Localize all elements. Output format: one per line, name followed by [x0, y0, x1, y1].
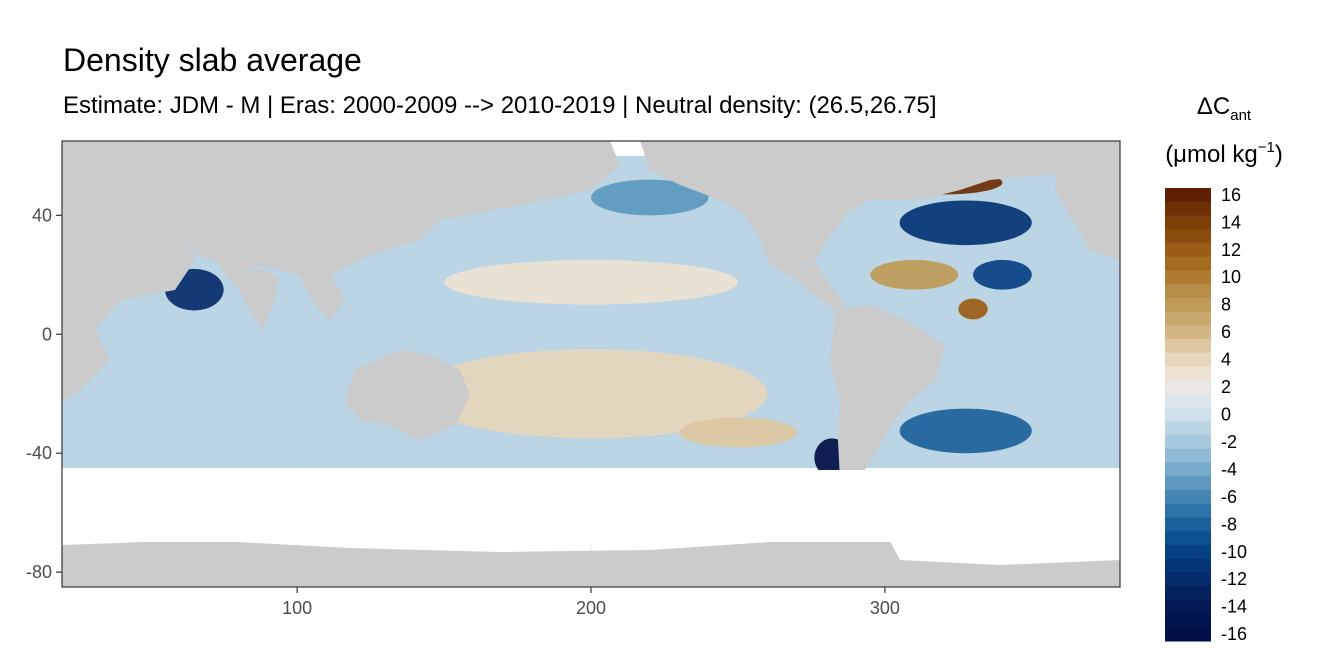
legend-tick-label: 2 [1221, 377, 1231, 397]
legend-title-sub: ant [1230, 107, 1252, 124]
legend-tick-label: -12 [1221, 569, 1247, 589]
legend-swatch [1165, 627, 1211, 642]
legend-swatch [1165, 380, 1211, 395]
legend-tick-label: -10 [1221, 542, 1247, 562]
legend-swatch [1165, 407, 1211, 422]
chart-subtitle: Estimate: JDM - M | Eras: 2000-2009 --> … [63, 92, 937, 119]
legend-swatch [1165, 421, 1211, 436]
land-europe [1055, 141, 1120, 260]
legend-tick-label: -16 [1221, 624, 1247, 644]
y-tick-label: 0 [42, 324, 52, 344]
legend-swatch [1165, 284, 1211, 299]
legend-tick-label: 10 [1221, 267, 1241, 287]
y-tick-label: 40 [32, 205, 52, 225]
legend-swatch [1165, 503, 1211, 518]
legend-unit-exp: −1 [1258, 139, 1275, 156]
legend-tick-label: -6 [1221, 487, 1237, 507]
legend-tick-label: -4 [1221, 459, 1237, 479]
legend-labels: 16 14 12 10 8 6 4 2 0 -2 -4 -6 -8 -10 -12 -14 -16 [1221, 185, 1247, 644]
legend-unit-suffix: ) [1275, 141, 1283, 168]
chart-title: Density slab average [63, 42, 362, 78]
no-data-band [62, 470, 1120, 542]
land-australia [345, 350, 470, 440]
legend-swatch [1165, 462, 1211, 477]
legend-swatch [1165, 476, 1211, 491]
legend-swatch [1165, 242, 1211, 258]
legend-tick-label: 4 [1221, 350, 1231, 370]
legend-swatch [1165, 352, 1211, 367]
legend-tick-label: 12 [1221, 240, 1241, 260]
data-region [414, 349, 768, 439]
legend-swatch [1165, 435, 1211, 450]
map-layer [62, 141, 1120, 587]
legend-tick-label: 0 [1221, 405, 1231, 425]
legend-colorbar [1165, 188, 1211, 642]
land-north-america [640, 141, 1120, 275]
legend-swatch [1165, 490, 1211, 505]
data-region [444, 259, 738, 305]
data-region [591, 179, 709, 216]
legend-swatch [1165, 572, 1211, 587]
legend-swatch [1165, 558, 1211, 573]
land-asia [140, 141, 620, 280]
x-tick-label: 200 [576, 598, 606, 618]
legend-swatch [1165, 201, 1211, 216]
data-region [973, 259, 1032, 290]
x-tick-label: 300 [870, 598, 900, 618]
legend-tick-label: 8 [1221, 295, 1231, 315]
data-region [958, 298, 988, 320]
legend-tick-label: 16 [1221, 185, 1241, 205]
land-seasia [300, 275, 345, 320]
data-region [870, 259, 959, 290]
legend-swatch [1165, 297, 1211, 313]
legend-swatch [1165, 270, 1211, 285]
data-region [899, 200, 1032, 246]
legend-swatch [1165, 256, 1211, 271]
legend-tick-label: 6 [1221, 322, 1231, 342]
land-india [230, 268, 278, 330]
land-central-america [790, 262, 845, 310]
land-south-america [830, 305, 945, 495]
legend-swatch [1165, 517, 1211, 532]
legend-swatch [1165, 544, 1211, 560]
legend-swatch [1165, 188, 1211, 203]
legend-tick-label: 14 [1221, 212, 1241, 232]
x-tick-label: 100 [282, 598, 312, 618]
y-axis: 40 0 -40 -80 [26, 205, 62, 582]
land-africa [62, 141, 195, 400]
y-tick-label: -40 [26, 443, 52, 463]
x-axis: 100 200 300 [282, 587, 900, 618]
legend-unit: (μmol kg−1) [1165, 139, 1283, 168]
data-region [679, 417, 797, 448]
legend-swatch [1165, 229, 1211, 244]
legend-swatch [1165, 215, 1211, 230]
legend-tick-label: -8 [1221, 514, 1237, 534]
data-region [899, 408, 1032, 454]
plot-panel [61, 140, 1121, 588]
legend-title-main: ΔC [1197, 93, 1230, 120]
legend-tick-label: -14 [1221, 597, 1247, 617]
legend-swatch [1165, 531, 1211, 546]
legend-swatch [1165, 339, 1211, 354]
legend-tick-label: -2 [1221, 432, 1237, 452]
legend: ΔCant (μmol kg−1) 16 14 12 10 8 6 4 2 0 -2 -4 -6 -8 -… [1165, 93, 1283, 644]
legend-swatch [1165, 586, 1211, 601]
legend-swatch [1165, 366, 1211, 381]
legend-swatch [1165, 613, 1211, 628]
legend-swatch [1165, 448, 1211, 464]
legend-swatch [1165, 325, 1211, 340]
y-tick-label: -80 [26, 562, 52, 582]
legend-unit-prefix: (μmol kg [1165, 141, 1258, 168]
legend-swatch [1165, 311, 1211, 326]
legend-swatch [1165, 393, 1211, 409]
legend-title: ΔCant [1197, 93, 1252, 124]
legend-swatch [1165, 599, 1211, 615]
